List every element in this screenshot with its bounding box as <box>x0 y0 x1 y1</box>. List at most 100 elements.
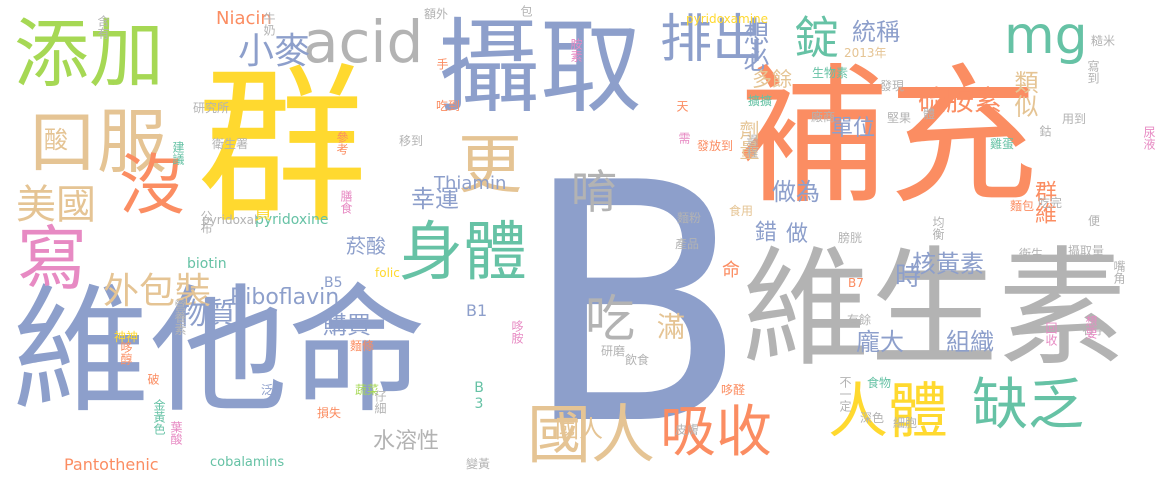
cloud-word: 水溶性 <box>373 429 440 454</box>
cloud-word: 國人 <box>555 415 603 443</box>
cloud-word: 過程 <box>745 134 759 158</box>
cloud-word: 便 <box>1088 214 1101 228</box>
cloud-word: 命 <box>722 260 740 281</box>
cloud-word: 哆胺 <box>510 320 524 344</box>
cloud-word: 破 <box>146 373 160 385</box>
cloud-word: 龐大 <box>856 328 904 356</box>
cloud-word: cobalamins <box>210 455 285 470</box>
cloud-word: 變黃 <box>466 457 491 471</box>
cloud-word: 雞蛋 <box>990 137 1015 151</box>
cloud-word: 名字 <box>1082 323 1107 337</box>
cloud-word: 美國 <box>16 182 96 228</box>
cloud-word: 單位 <box>831 116 876 141</box>
cloud-word: mg <box>1004 6 1088 66</box>
cloud-word: 堅果 <box>887 111 912 125</box>
cloud-word: biotin <box>187 256 227 272</box>
cloud-word: 沒 <box>119 147 185 224</box>
cloud-word: 包 <box>519 5 533 17</box>
cloud-word: 錠 <box>786 14 839 59</box>
cloud-word: 細胞 <box>893 416 918 430</box>
cloud-word: 小麥 <box>238 31 311 72</box>
cloud-word: 胺素 <box>569 38 583 62</box>
cloud-word: 組織 <box>946 328 994 356</box>
cloud-word: 損失 <box>317 406 342 420</box>
cloud-word: 蔬菜 <box>355 383 380 397</box>
cloud-word: 研磨 <box>601 344 626 358</box>
cloud-word: 建議 <box>171 141 185 165</box>
cloud-word: 不一定 <box>838 376 852 412</box>
cloud-word: 寫到 <box>1086 60 1100 84</box>
cloud-word: 吃 <box>585 290 635 348</box>
cloud-word: 哆醇 <box>119 341 133 365</box>
cloud-word: 食物 <box>867 376 892 390</box>
cloud-word: 公布 <box>199 210 213 234</box>
cloud-word: 體 <box>923 107 936 121</box>
cloud-word: 添加 <box>14 10 165 98</box>
cloud-word: 額外 <box>424 7 449 21</box>
cloud-word: B3 <box>471 380 487 412</box>
cloud-word: 排出 <box>660 10 765 70</box>
cloud-word: 硫胺素 <box>918 84 1003 117</box>
cloud-word: 糙米 <box>1091 34 1116 48</box>
cloud-word: 尿液 <box>1142 126 1156 150</box>
cloud-word: 多餘 <box>752 67 792 91</box>
cloud-word: 想必 <box>739 20 769 72</box>
cloud-word: 外包裝 <box>103 271 212 312</box>
cloud-word: 金黃色 <box>152 399 166 435</box>
cloud-word: 吸收 <box>660 400 772 465</box>
cloud-word: 食用 <box>729 204 754 218</box>
cloud-word: 衛生 <box>1019 247 1044 261</box>
cloud-word: 營養素 <box>173 299 187 335</box>
cloud-word: 國人 <box>527 399 655 473</box>
cloud-word: 神神 <box>114 330 139 344</box>
cloud-word: 滿 <box>653 312 686 340</box>
cloud-word: 酸 <box>44 126 68 154</box>
cloud-word: 葉酸 <box>169 421 183 445</box>
cloud-word: 用到 <box>1062 112 1087 126</box>
cloud-word: 回收 <box>1044 322 1058 346</box>
cloud-word: 發放到 <box>697 139 734 153</box>
cloud-word: 群維 <box>1031 180 1056 224</box>
cloud-word: 天 <box>675 100 689 112</box>
cloud-word: 缺乏 <box>972 373 1084 438</box>
cloud-word: B7 <box>848 276 864 290</box>
cloud-word: 想要 <box>1084 315 1098 339</box>
cloud-word: pyridoxine <box>255 212 329 228</box>
cloud-word: 錯 <box>751 220 776 242</box>
cloud-word: Niacin <box>216 8 272 29</box>
cloud-word: 更 <box>458 129 522 203</box>
cloud-word: 幸運 <box>411 185 459 213</box>
cloud-word: 膀胱 <box>838 231 863 245</box>
cloud-word: folic <box>375 266 400 280</box>
cloud-word: 時 <box>895 262 922 292</box>
cloud-word: 均衡 <box>931 216 945 240</box>
cloud-word: 口服 <box>27 101 167 183</box>
cloud-word: 2013年 <box>844 46 887 60</box>
cloud-word: 飲食 <box>625 353 650 367</box>
cloud-word: 哆醛 <box>721 383 746 397</box>
cloud-word: 麵包 <box>1010 199 1035 213</box>
cloud-word: Riboflavin <box>230 285 340 310</box>
cloud-word: 深色 <box>860 411 885 425</box>
cloud-word: 衛生署 <box>212 137 249 151</box>
cloud-word: 廠商 <box>811 110 836 124</box>
cloud-word: 研究所 <box>193 101 230 115</box>
cloud-word: 人體 <box>828 377 948 447</box>
cloud-word: 統稱 <box>852 18 900 46</box>
cloud-word: 菸酸 <box>346 234 386 258</box>
cloud-word: 吃到 <box>436 99 461 113</box>
cloud-word: 發現 <box>880 79 905 93</box>
cloud-word: Thiamin <box>434 173 507 194</box>
cloud-word: 手 <box>435 58 449 70</box>
cloud-word: 寫 <box>17 218 87 300</box>
cloud-word: 含有 <box>96 15 110 39</box>
cloud-word: 類似 <box>1010 70 1038 118</box>
cloud-word: 參考 <box>335 131 349 155</box>
cloud-word: 鈷 <box>1038 125 1052 137</box>
cloud-word: 麵粉 <box>677 211 702 225</box>
cloud-word: 仔細 <box>373 390 387 414</box>
cloud-word: 產品 <box>675 237 700 251</box>
cloud-word: 嘴角 <box>1112 260 1126 284</box>
cloud-word: B <box>522 113 749 482</box>
cloud-word: 需 <box>677 132 691 144</box>
